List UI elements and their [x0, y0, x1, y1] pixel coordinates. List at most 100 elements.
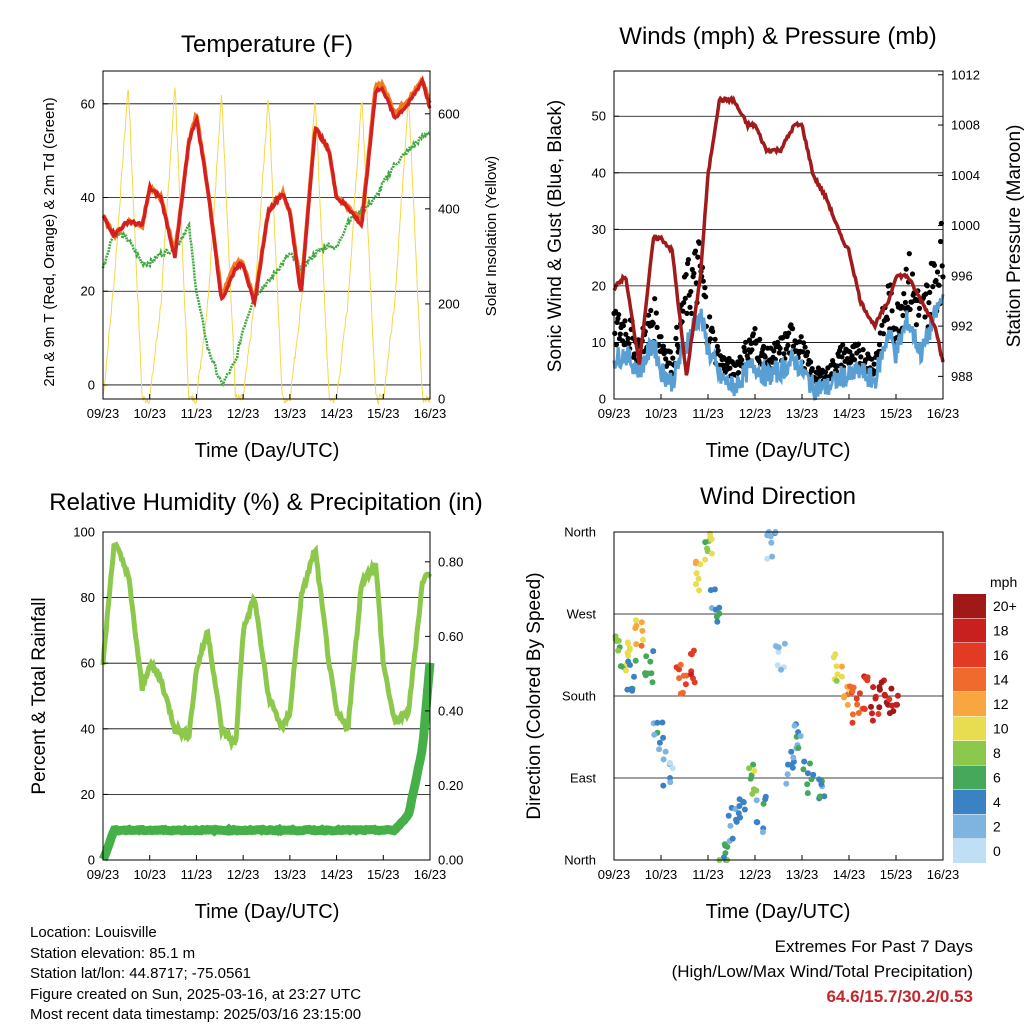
direction-point — [651, 731, 658, 738]
gust-point — [922, 314, 928, 320]
direction-point — [886, 696, 893, 703]
speed-legend-title: mph — [990, 574, 1017, 590]
gust-point — [620, 323, 627, 329]
temperature-right-ytick-label: 600 — [438, 106, 460, 121]
extremes-box: Extremes For Past 7 Days (High/Low/Max W… — [672, 934, 973, 1009]
direction-point — [643, 653, 650, 660]
gust-point — [691, 270, 697, 276]
direction-point — [775, 648, 782, 655]
gust-point — [658, 334, 664, 340]
solar-insolation-line — [102, 87, 431, 406]
gust-point — [743, 339, 749, 345]
speed-legend-swatch — [953, 839, 986, 863]
direction-point — [625, 658, 632, 665]
gust-point — [900, 312, 906, 319]
gust-point — [707, 336, 714, 342]
direction-point — [711, 586, 718, 593]
direction-xtick-label: 16/23 — [927, 867, 960, 882]
direction-point — [762, 796, 769, 803]
speed-legend-swatch — [953, 814, 986, 839]
gust-point — [612, 330, 618, 336]
gust-point — [660, 343, 667, 349]
extremes-values: 64.6/15.7/30.2/0.53 — [826, 987, 973, 1006]
station-pressure-line — [612, 95, 945, 376]
direction-point — [725, 812, 732, 819]
direction-point — [654, 719, 661, 726]
gust-point — [849, 353, 855, 359]
direction-point — [872, 693, 879, 700]
gust-point — [739, 357, 745, 363]
gust-point — [648, 307, 654, 314]
direction-point — [626, 647, 633, 654]
winds-ylabel-right: Station Pressure (Maroon) — [1004, 125, 1024, 348]
gust-point — [858, 354, 864, 360]
direction-point — [754, 819, 761, 826]
gust-point — [771, 348, 777, 354]
direction-point — [633, 617, 639, 624]
gust-point — [667, 360, 673, 366]
direction-point — [659, 719, 666, 726]
direction-point — [669, 765, 676, 772]
direction-point — [624, 639, 631, 646]
total-precipitation-line — [98, 662, 435, 862]
speed-legend: mph 20+ 18 16 14 12 10 8 6 4 2 0 — [953, 574, 1017, 863]
direction-point — [615, 647, 622, 654]
gust-point — [653, 310, 659, 316]
gust-point — [750, 331, 757, 337]
direction-point — [853, 695, 860, 702]
humidity-ytick-label: 60 — [81, 656, 95, 671]
station-elevation: Station elevation: 85.1 m — [30, 944, 196, 962]
gust-point — [663, 356, 669, 362]
direction-xtick-label: 14/23 — [833, 867, 866, 882]
speed-legend-label: 14 — [993, 672, 1009, 688]
pressure-ytick-label: 992 — [951, 319, 973, 334]
winds-xtick-label: 13/23 — [786, 406, 819, 421]
direction-point — [800, 766, 807, 773]
direction-point — [876, 704, 883, 711]
direction-point — [708, 550, 715, 557]
sonic-wind-line — [612, 293, 945, 401]
gust-point — [801, 340, 807, 346]
temperature-xtick-label: 13/23 — [274, 406, 307, 421]
gust-point — [715, 347, 721, 354]
direction-point — [788, 748, 795, 755]
gust-point — [907, 306, 913, 312]
gust-point — [625, 335, 631, 342]
direction-point — [714, 618, 721, 625]
direction-xlabel: Time (Day/UTC) — [706, 901, 851, 923]
direction-point — [667, 775, 673, 781]
direction-ylabel: Direction (Colored By Speed) — [524, 572, 545, 819]
gust-point — [834, 363, 840, 369]
direction-point — [677, 661, 684, 668]
gust-point — [802, 344, 808, 350]
gust-point — [800, 349, 806, 355]
speed-legend-swatch — [953, 618, 986, 643]
gust-point — [797, 339, 803, 345]
direction-xtick-label: 12/23 — [739, 867, 772, 882]
figure-created: Figure created on Sun, 2025-03-16, at 23… — [30, 985, 362, 1003]
direction-point — [660, 782, 667, 789]
winds-plot-frame — [613, 70, 944, 400]
humidity-ytick-label: 80 — [81, 590, 95, 605]
gust-point — [856, 348, 862, 354]
gust-point — [923, 291, 929, 297]
speed-legend-swatch — [953, 790, 986, 814]
direction-point — [746, 765, 753, 772]
humidity-plot-frame — [102, 531, 431, 861]
winds-xtick-label: 15/23 — [880, 406, 913, 421]
gust-point — [688, 310, 695, 316]
direction-point — [688, 671, 694, 678]
direction-point — [888, 685, 895, 692]
direction-point — [613, 638, 620, 644]
direction-point — [838, 663, 845, 670]
temperature-xtick-label: 10/23 — [133, 406, 166, 421]
direction-point — [807, 760, 813, 767]
gust-point — [616, 312, 622, 318]
direction-point — [720, 854, 727, 861]
winds-ytick-label: 30 — [592, 222, 606, 237]
gust-point — [776, 350, 782, 356]
temp-2m-line — [101, 75, 432, 308]
direction-point — [696, 587, 703, 594]
gust-point — [684, 310, 690, 316]
